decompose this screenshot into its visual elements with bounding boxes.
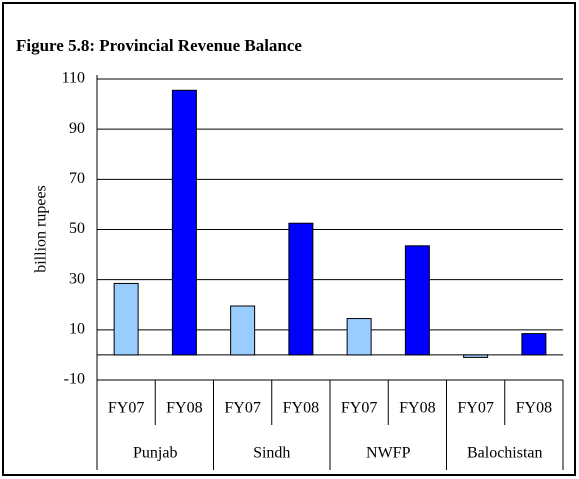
bar: [463, 354, 489, 358]
group-label: Sindh: [253, 445, 290, 462]
y-tick-label: 70: [69, 170, 85, 187]
bar: [171, 89, 197, 356]
y-tick-label: 90: [69, 120, 85, 137]
group-label: NWFP: [366, 445, 411, 462]
y-axis-label: billion rupees: [33, 185, 50, 273]
bar: [113, 282, 139, 356]
x-tick-label: FY07: [224, 400, 260, 417]
y-tick-label: 30: [69, 270, 85, 287]
x-tick-label: FY08: [283, 400, 319, 417]
x-tick-label: FY08: [516, 400, 552, 417]
group-label: Balochistan: [467, 445, 543, 462]
x-tick-label: FY07: [108, 400, 144, 417]
bar: [346, 318, 372, 356]
bar: [288, 222, 314, 356]
x-tick-label: FY07: [457, 400, 493, 417]
x-tick-label: FY08: [399, 400, 435, 417]
x-tick-label: FY07: [341, 400, 377, 417]
y-tick-label: 50: [69, 220, 85, 237]
chart-title: Figure 5.8: Provincial Revenue Balance: [16, 36, 302, 55]
y-tick-label: 10: [69, 321, 85, 338]
x-tick-label: FY08: [166, 400, 202, 417]
bar: [404, 245, 430, 356]
group-label: Punjab: [133, 445, 177, 462]
bar: [521, 333, 547, 356]
y-tick-label: -10: [64, 371, 85, 388]
bar: [230, 305, 256, 356]
y-tick-label: 110: [62, 70, 85, 87]
